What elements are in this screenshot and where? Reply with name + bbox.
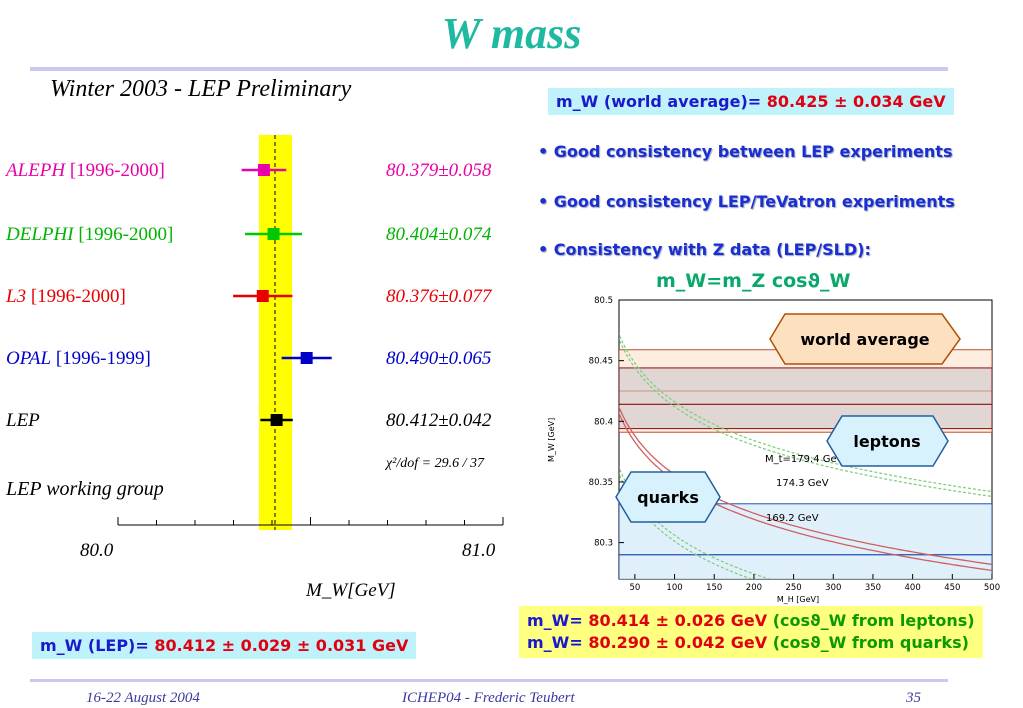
curve-label-1692: 169.2 GeV: [766, 513, 819, 524]
chart-ylabel: M_W [GeV]: [547, 418, 556, 462]
callout-quarks-shape: [615, 471, 721, 523]
chart-x-tick-label: 300: [825, 583, 841, 593]
exp-value-opal: 80.490±0.065: [386, 348, 492, 369]
z-derived-box: m_W= 80.414 ± 0.026 GeV (cosϑ_W from lep…: [519, 606, 983, 658]
z-row-quarks: m_W= 80.290 ± 0.042 GeV (cosϑ_W from qua…: [527, 633, 969, 652]
exp-label-aleph: ALEPH [1996-2000]: [6, 160, 165, 181]
chart-y-tick-label: 80.5: [594, 296, 613, 306]
mw-formula: m_W=m_Z cosϑ_W: [656, 270, 851, 292]
chart-y-tick-label: 80.4: [594, 417, 613, 427]
callout-leptons: leptons: [853, 432, 920, 451]
exp-value-lep: 80.412±0.042: [386, 410, 492, 431]
z-row-leptons: m_W= 80.414 ± 0.026 GeV (cosϑ_W from lep…: [527, 611, 975, 630]
footer-conference: ICHEP04 - Frederic Teubert: [402, 690, 575, 706]
axis-max-label: 81.0: [462, 540, 496, 561]
mw-ideogram: [117, 135, 504, 530]
curve-mt-upper-a: [619, 332, 992, 493]
point-lep: [270, 414, 283, 426]
point-opal: [300, 352, 313, 364]
curve-mt-upper-b: [619, 337, 992, 498]
chart-x-tick-label: 150: [706, 583, 722, 593]
chart-x-tick-label: 200: [746, 583, 762, 593]
bullet-z-consistency: • Consistency with Z data (LEP/SLD):: [538, 240, 871, 259]
point-l3: [256, 290, 269, 302]
chart-y-tick-label: 80.45: [589, 357, 613, 367]
chart-y-tick-label: 80.3: [594, 539, 613, 549]
chart-x-tick-label: 450: [944, 583, 960, 593]
callout-world-average: world average: [800, 330, 929, 349]
chart-x-tick-label: 50: [629, 583, 640, 593]
chart-xlabel: M_H [GeV]: [777, 595, 819, 604]
chart-x-tick-label: 500: [984, 583, 1000, 593]
exp-value-delphi: 80.404±0.074: [386, 224, 492, 245]
lep-result-box: m_W (LEP)= 80.412 ± 0.029 ± 0.031 GeV: [32, 632, 417, 659]
curve-label-1743: 174.3 GeV: [776, 478, 829, 489]
chart-x-tick-label: 400: [905, 583, 921, 593]
chi2-label: χ²/dof = 29.6 / 37: [386, 456, 484, 471]
world-average-box: m_W (world average)= 80.425 ± 0.034 GeV: [548, 88, 954, 115]
chart-y-tick-label: 80.35: [589, 478, 613, 488]
bullet-tevatron-consistency: • Good consistency LEP/TeVatron experime…: [538, 192, 955, 211]
footer-page: 35: [906, 690, 921, 706]
exp-label-lep: LEP: [6, 410, 40, 431]
mw-mh-chart: 50 100 150 200 250 300 350 400 450 500 80.5 80.45 80…: [547, 296, 1000, 604]
exp-label-delphi: DELPHI [1996-2000]: [6, 224, 174, 245]
exp-label-opal: OPAL [1996-1999]: [6, 348, 151, 369]
callout-leptons-shape: [826, 415, 949, 467]
plot-subtitle: Winter 2003 - LEP Preliminary: [50, 76, 352, 102]
band-leptons: [619, 367, 992, 430]
curve-mt-central-a: [619, 405, 992, 566]
callout-world-average-shape: [769, 313, 961, 365]
exp-value-aleph: 80.379±0.058: [386, 160, 492, 181]
axis-min-label: 80.0: [80, 540, 114, 561]
curve-label-mt1794: M_t=179.4 GeV: [765, 454, 844, 465]
point-aleph: [257, 164, 270, 176]
exp-value-l3: 80.376±0.077: [386, 286, 492, 307]
slide-title: W mass: [441, 9, 582, 58]
exp-label-l3: L3 [1996-2000]: [6, 286, 126, 307]
footer-rule: [30, 679, 948, 682]
chart-x-tick-label: 100: [666, 583, 682, 593]
chart-x-tick-label: 250: [785, 583, 801, 593]
title-rule: [30, 67, 948, 71]
callout-quarks: quarks: [637, 488, 699, 507]
bullet-lep-consistency: • Good consistency between LEP experimen…: [538, 142, 953, 161]
chart-x-tick-label: 350: [865, 583, 881, 593]
point-delphi: [267, 228, 280, 240]
working-group-label: LEP working group: [6, 478, 164, 500]
footer-date: 16-22 August 2004: [86, 690, 200, 706]
axis-xlabel: M_W[GeV]: [306, 580, 396, 601]
